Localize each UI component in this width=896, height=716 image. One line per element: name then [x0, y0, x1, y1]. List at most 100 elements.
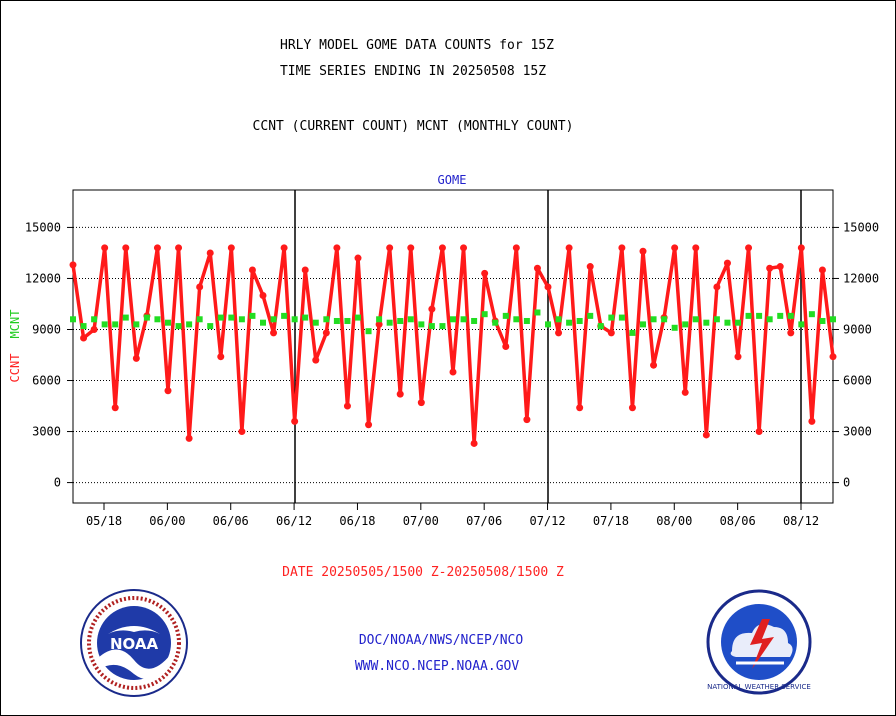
mcnt-point	[481, 311, 488, 318]
ccnt-point	[650, 361, 658, 369]
mcnt-point	[713, 316, 720, 323]
mcnt-point	[545, 321, 551, 328]
mcnt-point	[439, 323, 446, 330]
mcnt-point	[587, 312, 594, 319]
ccnt-point	[544, 283, 552, 291]
title-line-1: HRLY MODEL GOME DATA COUNTS for 15Z	[280, 38, 554, 53]
mcnt-point	[808, 311, 815, 318]
ccnt-point	[175, 244, 183, 252]
ccnt-point	[111, 404, 119, 412]
ccnt-point	[164, 387, 172, 395]
mcnt-point	[175, 323, 182, 330]
ccnt-point	[713, 283, 721, 291]
mcnt-point	[682, 321, 689, 328]
day-separators	[294, 190, 802, 503]
ccnt-point	[787, 329, 795, 337]
ccnt-point	[681, 388, 689, 396]
mcnt-point	[735, 319, 741, 326]
ccnt-point	[343, 402, 351, 410]
y-tick-label-left-2: 6000	[32, 374, 61, 388]
date-range: DATE 20250505/1500 Z-20250508/1500 Z	[282, 565, 564, 580]
ccnt-point	[481, 269, 489, 277]
y-label-mcnt: MCNT	[8, 310, 22, 339]
mcnt-point	[344, 317, 351, 324]
ccnt-point	[90, 325, 98, 333]
mcnt-point	[724, 319, 731, 326]
mcnt-point	[756, 312, 763, 319]
y-tick-label-right-2: 6000	[843, 374, 872, 388]
mcnt-point	[629, 329, 636, 336]
chart-title: GOME	[438, 173, 467, 187]
ccnt-point	[354, 254, 362, 262]
ccnt-point	[586, 263, 594, 271]
mcnt-point	[830, 316, 836, 323]
ccnt-point	[460, 244, 468, 252]
mcnt-point	[207, 323, 214, 330]
ccnt-point	[217, 353, 225, 361]
mcnt-point	[154, 316, 161, 323]
y-tick-label-left-0: 0	[54, 476, 61, 490]
ccnt-point	[132, 354, 140, 362]
plot-area-border	[72, 189, 834, 504]
ccnt-point	[502, 343, 510, 350]
ccnt-point	[438, 244, 446, 252]
ccnt-point	[322, 329, 330, 337]
mcnt-point	[249, 312, 256, 319]
y-tick-label-right-4: 12000	[843, 271, 879, 285]
ccnt-point	[248, 266, 256, 274]
ccnt-point	[755, 428, 763, 436]
x-axis: 05/18 06/00 06/06 06/12 06/18 07/00 07/06 07/12…	[86, 503, 819, 528]
x-tick-label-7: 07/12	[529, 514, 565, 528]
mcnt-point	[597, 323, 604, 330]
ccnt-point	[122, 244, 130, 252]
mcnt-point	[407, 316, 414, 323]
ccnt-point	[196, 283, 204, 291]
ccnt-point	[333, 244, 341, 252]
ccnt-point	[555, 329, 563, 337]
mcnt-point	[122, 314, 129, 321]
x-tick-label-5: 07/00	[403, 514, 439, 528]
ccnt-point	[238, 428, 246, 436]
ccnt-point	[576, 404, 584, 412]
mcnt-point	[566, 319, 573, 326]
ccnt-point	[365, 421, 373, 429]
ccnt-point	[101, 244, 109, 252]
ccnt-point	[766, 264, 774, 272]
mcnt-point	[281, 312, 288, 319]
mcnt-point	[777, 312, 784, 319]
mcnt-point	[302, 314, 309, 321]
mcnt-point	[450, 316, 456, 323]
y-tick-label-left-5: 15000	[25, 220, 61, 234]
mcnt-point	[291, 316, 298, 323]
y-tick-label-left-1: 3000	[32, 425, 61, 439]
y-tick-label-left-3: 9000	[32, 322, 61, 336]
ccnt-point	[797, 244, 805, 252]
y-axis-right: 0 3000 6000 9000 12000 15000	[833, 220, 879, 490]
ccnt-point	[312, 356, 320, 364]
series-mcnt	[70, 309, 836, 336]
y-tick-label-right-0: 0	[843, 476, 850, 490]
mcnt-point	[428, 323, 435, 330]
mcnt-point	[323, 316, 330, 323]
mcnt-point	[376, 316, 383, 323]
mcnt-point	[80, 323, 87, 330]
grid-lines	[73, 226, 833, 484]
ccnt-point	[428, 305, 436, 313]
mcnt-point	[133, 321, 140, 328]
mcnt-point	[196, 316, 203, 323]
ccnt-line	[71, 246, 835, 446]
ccnt-point	[301, 266, 309, 274]
ccnt-point	[259, 291, 267, 299]
mcnt-point	[70, 316, 76, 323]
mcnt-point	[238, 316, 245, 323]
ccnt-point	[407, 244, 415, 252]
mcnt-point	[260, 319, 266, 326]
mcnt-point	[555, 316, 562, 323]
ccnt-point	[607, 329, 615, 337]
mcnt-point	[819, 317, 826, 324]
ccnt-point	[723, 259, 731, 267]
ccnt-point	[639, 247, 647, 255]
x-tick-label-11: 08/12	[783, 514, 819, 528]
website-link[interactable]: WWW.NCO.NCEP.NOAA.GOV	[354, 659, 520, 674]
